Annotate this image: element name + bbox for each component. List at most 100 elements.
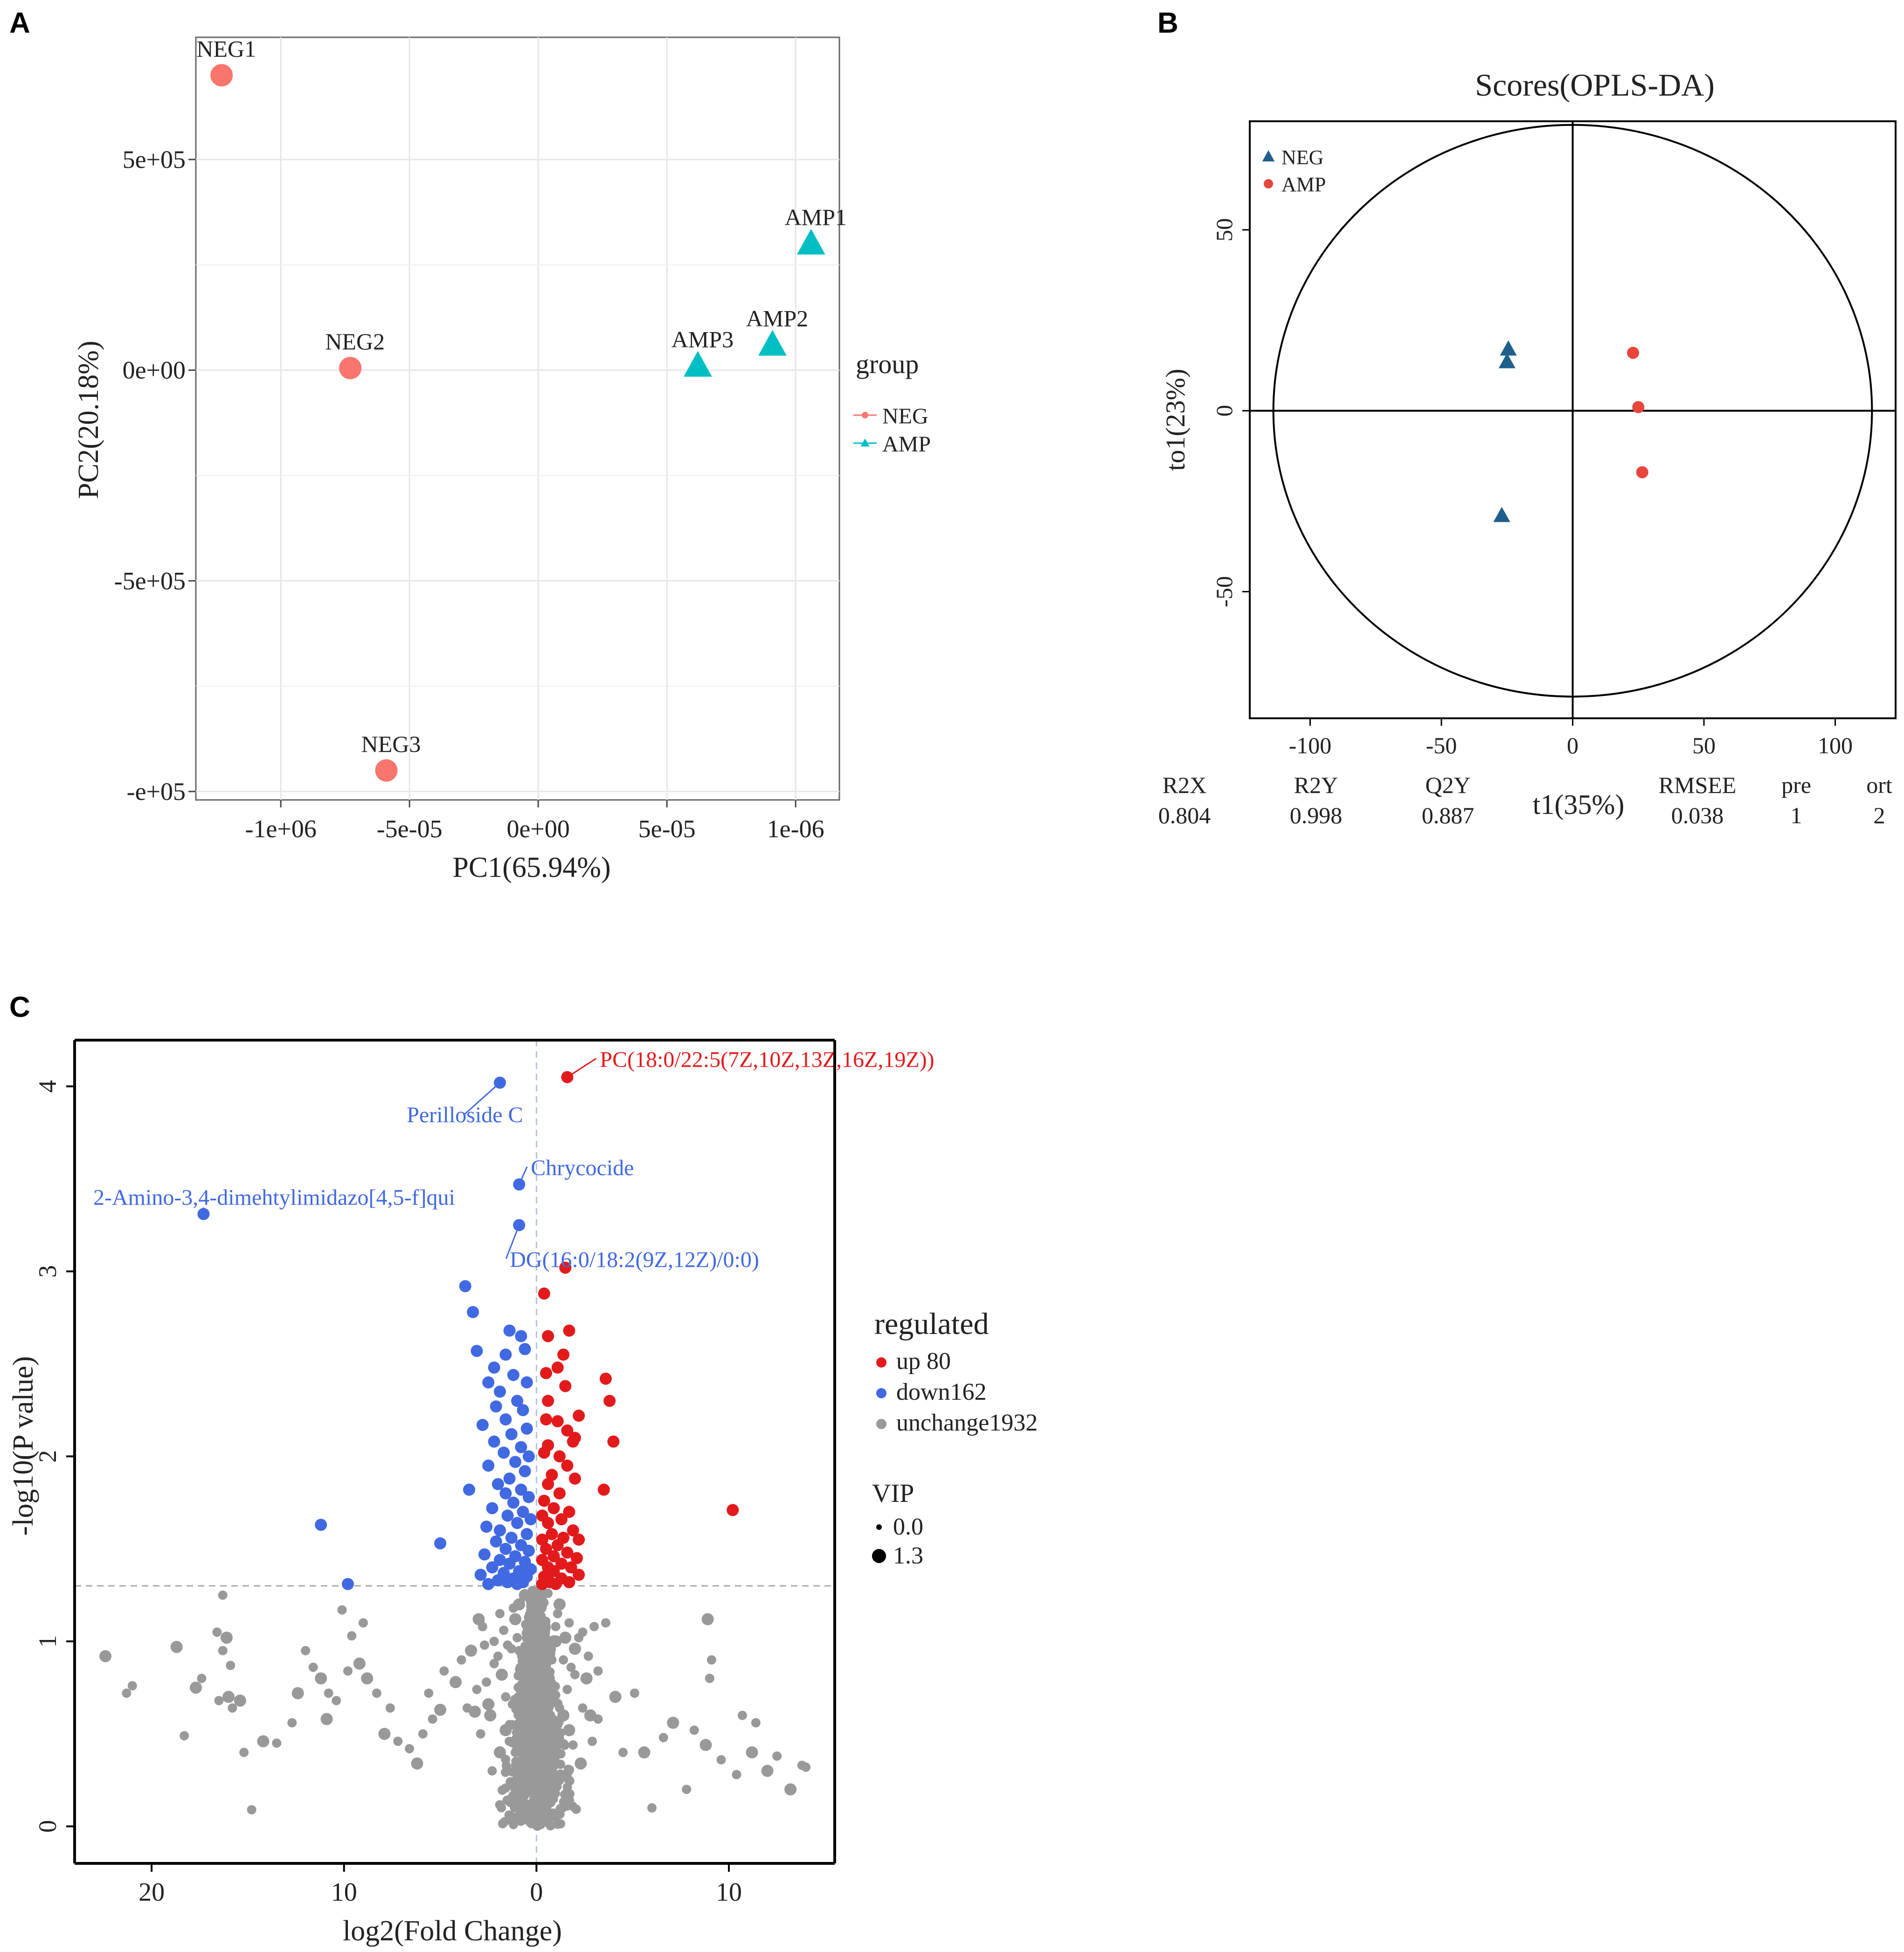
c-point-unchanged <box>518 1750 528 1760</box>
c-point-unchanged <box>372 1688 381 1698</box>
c-point-unchanged <box>751 1718 761 1728</box>
b-stat-value: 0.887 <box>1422 802 1475 828</box>
c-point-unchanged <box>528 1816 538 1826</box>
c-point-unchanged <box>221 1632 233 1644</box>
panel-b-crosshair-and-ellipse <box>1250 121 1896 718</box>
c-point-unchanged <box>746 1746 758 1759</box>
b-x-tick-label: 0 <box>1567 732 1579 758</box>
c-point-down <box>488 1362 500 1374</box>
c-point-down <box>515 1441 527 1453</box>
c-point-unchanged <box>337 1605 347 1615</box>
c-point-unchanged <box>556 1770 566 1779</box>
c-point-unchanged <box>521 1806 531 1816</box>
c-annotation-label: PC(18:0/22:5(7Z,10Z,13Z,16Z,19Z)) <box>600 1047 934 1072</box>
c-point-unchanged <box>555 1759 565 1769</box>
panel-a-y-ticks: 5e+05 0e+00 -5e+05 -e+05 <box>114 146 196 806</box>
c-point-unchanged <box>534 1808 544 1818</box>
c-point-unchanged <box>519 1789 528 1799</box>
c-point-unchanged <box>530 1637 540 1647</box>
a-y-tick-label: 0e+00 <box>123 356 186 384</box>
c-y-tick-label: 1 <box>34 1635 62 1648</box>
a-point-label: AMP1 <box>785 204 847 230</box>
panel-c-y-axis-label: -log10(P value) <box>7 1356 39 1535</box>
b-stat-name: R2X <box>1163 772 1206 798</box>
c-point-unchanged <box>532 1604 541 1614</box>
c-point-down <box>480 1521 493 1533</box>
c-point-unchanged <box>501 1761 511 1771</box>
c-point-unchanged <box>737 1710 747 1720</box>
b-stat-value: 0.998 <box>1290 802 1343 828</box>
c-y-tick-label: 3 <box>34 1265 62 1278</box>
c-point-down <box>482 1376 495 1389</box>
panel-c-label: C <box>9 991 30 1023</box>
c-point-unchanged <box>801 1762 811 1772</box>
panel-b-label: B <box>1157 7 1178 39</box>
c-point-up <box>553 1450 566 1463</box>
c-point-unchanged <box>489 1659 499 1668</box>
c-point-down <box>490 1535 502 1548</box>
c-point-down <box>315 1519 327 1531</box>
c-point-unchanged <box>532 1659 542 1668</box>
c-point-unchanged <box>405 1744 415 1754</box>
c-point-unchanged <box>558 1803 568 1813</box>
panel-a-legend-title: group <box>856 349 919 379</box>
c-point-unchanged <box>512 1633 522 1643</box>
c-point-unchanged <box>568 1740 578 1750</box>
c-point-unchanged <box>385 1703 395 1713</box>
c-point-unchanged <box>568 1642 581 1655</box>
panel-b-points <box>1493 340 1648 522</box>
b-legend-label: AMP <box>1281 173 1326 196</box>
c-point-unchanged <box>761 1764 774 1777</box>
c-point-down <box>476 1418 489 1431</box>
a-point-neg <box>339 357 362 380</box>
c-point-unchanged <box>257 1735 270 1748</box>
c-point-unchanged <box>556 1819 566 1829</box>
a-legend-marker <box>862 412 868 418</box>
c-point-unchanged <box>563 1767 573 1777</box>
c-point-unchanged <box>315 1672 327 1685</box>
c-point-unchanged <box>609 1691 622 1703</box>
b-x-tick-label: -100 <box>1289 732 1332 758</box>
c-point-unchanged <box>553 1609 562 1619</box>
c-point-unchanged <box>541 1776 551 1785</box>
b-stat-name: ort <box>1866 772 1892 798</box>
c-point-down <box>486 1561 499 1574</box>
c-point-down <box>493 1554 506 1566</box>
c-point-up <box>546 1528 558 1540</box>
a-y-tick-label: -e+05 <box>127 778 186 806</box>
c-point-down <box>341 1578 354 1591</box>
c-point-unchanged <box>544 1688 554 1697</box>
c-point-unchanged <box>547 1635 560 1648</box>
c-size-legend-marker <box>876 1524 882 1530</box>
panel-c-x-ticks: 20 10 0 10 <box>138 1863 742 1907</box>
c-point-down <box>503 1557 516 1570</box>
c-size-legend-label: 0.0 <box>893 1514 923 1540</box>
c-y-tick-label: 4 <box>34 1080 62 1093</box>
c-point-unchanged <box>538 1619 548 1628</box>
c-point-unchanged <box>228 1703 237 1713</box>
a-point-amp <box>758 330 787 356</box>
c-point-down <box>522 1450 535 1463</box>
c-point-unchanged <box>562 1685 572 1695</box>
c-point-unchanged <box>528 1620 538 1630</box>
c-point-unchanged <box>553 1598 566 1611</box>
c-point-unchanged <box>699 1739 712 1751</box>
c-point-down <box>499 1542 512 1555</box>
c-point-unchanged <box>291 1687 304 1700</box>
c-point-unchanged <box>523 1659 533 1669</box>
c-point-unchanged <box>546 1760 556 1770</box>
c-point-unchanged <box>553 1699 563 1709</box>
c-annotation-leader <box>505 1225 520 1259</box>
c-point-down <box>520 1422 533 1435</box>
c-point-unchanged <box>525 1688 535 1698</box>
c-point-unchanged <box>482 1677 492 1687</box>
c-point-unchanged <box>501 1692 511 1702</box>
c-point-down <box>492 1478 504 1490</box>
b-stat-name: pre <box>1781 772 1811 798</box>
b-legend-marker <box>1264 179 1273 188</box>
panel-b-title: Scores(OPLS-DA) <box>1475 67 1715 103</box>
c-point-unchanged <box>239 1748 249 1757</box>
c-point-unchanged <box>705 1674 714 1683</box>
panel-a-x-ticks: -1e+06 -5e-05 0e+00 5e-05 1e-06 <box>245 800 824 843</box>
